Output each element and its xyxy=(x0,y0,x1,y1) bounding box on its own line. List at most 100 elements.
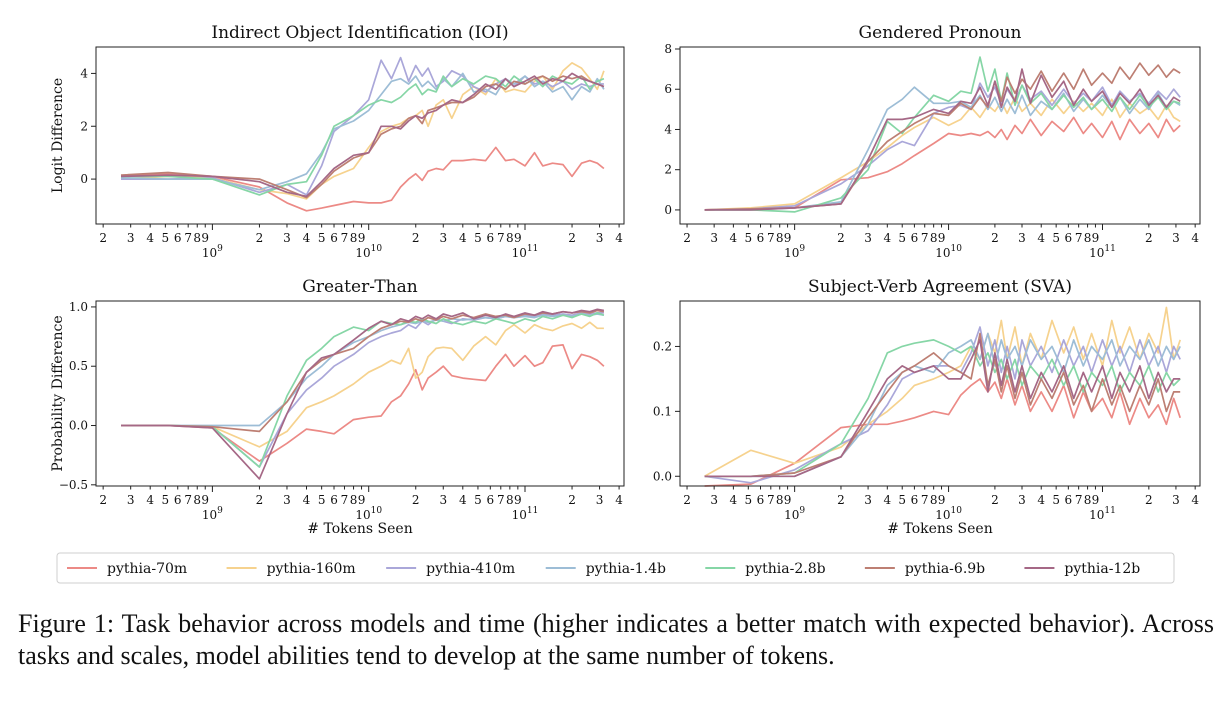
x-minor-tick-label: 7 xyxy=(1075,231,1083,245)
legend-label: pythia-410m xyxy=(426,561,515,577)
panel-title: Greater-Than xyxy=(302,277,417,297)
x-minor-tick-label: 7 xyxy=(767,231,775,245)
x-tick-label: 1011 xyxy=(512,244,539,260)
series-lines xyxy=(704,56,1181,213)
y-tick-label: 2 xyxy=(80,119,88,133)
x-minor-tick-label: 9 xyxy=(784,231,792,245)
x-minor-tick-label: 4 xyxy=(459,493,467,507)
x-minor-tick-label: 8 xyxy=(193,493,201,507)
x-minor-tick-label: 3 xyxy=(1018,493,1026,507)
x-tick-label: 109 xyxy=(784,506,805,522)
series-line-pythia-12b xyxy=(121,308,605,480)
x-minor-tick-label: 2 xyxy=(99,493,107,507)
x-minor-tick-label: 9 xyxy=(514,231,522,245)
x-minor-tick-label: 3 xyxy=(864,493,872,507)
x-minor-tick-label: 7 xyxy=(184,231,192,245)
x-minor-tick-label: 4 xyxy=(303,493,311,507)
panel-ioi: Indirect Object Identification (IOI) 0 2 4 2… xyxy=(50,23,625,260)
x-minor-tick-label: 8 xyxy=(506,231,514,245)
legend-item-pythia-6-9b: pythia-6.9b xyxy=(864,561,985,577)
x-minor-tick-label: 5 xyxy=(1052,493,1060,507)
plot-frame xyxy=(95,300,625,487)
x-minor-tick-label: 4 xyxy=(883,231,891,245)
x-minor-tick-label: 6 xyxy=(330,493,338,507)
x-tick-label: 109 xyxy=(202,506,223,522)
x-minor-tick-label: 2 xyxy=(1145,493,1153,507)
x-tick-label: 1010 xyxy=(935,506,962,522)
panel-title: Gendered Pronoun xyxy=(859,23,1022,43)
x-minor-tick-label: 8 xyxy=(1084,231,1092,245)
x-minor-tick-label: 7 xyxy=(497,493,505,507)
series-line-pythia-1-4b xyxy=(704,86,1181,211)
x-tick-label: 1010 xyxy=(355,506,382,522)
x-minor-tick-label: 3 xyxy=(127,231,135,245)
series-line-pythia-2-8b xyxy=(704,339,1181,478)
x-minor-tick-label: 8 xyxy=(776,231,784,245)
plot-frame xyxy=(95,46,625,225)
x-minor-tick-label: 3 xyxy=(1018,231,1026,245)
x-minor-tick-label: 7 xyxy=(1075,493,1083,507)
x-minor-tick-label: 7 xyxy=(341,493,349,507)
legend-item-pythia-160m: pythia-160m xyxy=(226,561,356,577)
series-line-pythia-2-8b xyxy=(704,56,1181,213)
x-minor-tick-label: 3 xyxy=(1172,231,1180,245)
legend-item-pythia-12b: pythia-12b xyxy=(1024,561,1140,577)
x-axis-label: # Tokens Seen xyxy=(307,521,412,537)
series-line-pythia-6-9b xyxy=(120,75,605,199)
series-line-pythia-70m xyxy=(704,116,1181,211)
legend-label: pythia-12b xyxy=(1064,561,1140,577)
x-minor-tick-label: 4 xyxy=(1037,231,1045,245)
series-line-pythia-2-8b xyxy=(121,75,605,196)
x-minor-tick-label: 6 xyxy=(1065,493,1073,507)
y-tick-label: 0 xyxy=(664,203,672,217)
x-minor-tick-label: 3 xyxy=(596,493,604,507)
x-minor-tick-label: 9 xyxy=(1092,231,1100,245)
x-minor-tick-label: 3 xyxy=(439,493,447,507)
legend: pythia-70m pythia-160m pythia-410m pythia-1… xyxy=(56,552,1175,584)
y-tick-label: 0.0 xyxy=(653,469,672,483)
x-minor-tick-label: 8 xyxy=(350,231,358,245)
x-minor-tick-label: 3 xyxy=(710,493,718,507)
series-line-pythia-6-9b xyxy=(704,62,1181,211)
x-minor-tick-label: 8 xyxy=(193,231,201,245)
x-tick-label: 109 xyxy=(784,244,805,260)
x-minor-tick-label: 2 xyxy=(568,231,576,245)
x-minor-tick-label: 9 xyxy=(1092,493,1100,507)
x-minor-tick-label: 3 xyxy=(710,231,718,245)
x-tick-label: 1010 xyxy=(935,244,962,260)
x-minor-tick-label: 6 xyxy=(757,231,765,245)
x-minor-tick-label: 4 xyxy=(146,231,154,245)
x-minor-tick-label: 6 xyxy=(486,493,494,507)
series-line-pythia-70m xyxy=(704,378,1182,487)
x-minor-tick-label: 4 xyxy=(883,493,891,507)
x-minor-tick-label: 6 xyxy=(911,493,919,507)
x-minor-tick-label: 3 xyxy=(596,231,604,245)
x-minor-tick-label: 5 xyxy=(162,493,170,507)
figure: Indirect Object Identification (IOI)0242… xyxy=(50,23,1201,584)
x-minor-tick-label: 4 xyxy=(1191,493,1199,507)
x-tick-label: 1011 xyxy=(512,506,539,522)
x-minor-tick-label: 4 xyxy=(146,493,154,507)
x-minor-tick-label: 4 xyxy=(730,231,738,245)
series-line-pythia-1-4b xyxy=(704,332,1181,478)
series-line-pythia-12b xyxy=(704,68,1181,211)
legend-item-pythia-410m: pythia-410m xyxy=(386,561,515,577)
y-tick-label: 0.0 xyxy=(69,419,88,433)
x-minor-tick-label: 9 xyxy=(784,493,792,507)
x-minor-tick-label: 6 xyxy=(757,493,765,507)
y-axis-label: Logit Difference xyxy=(50,78,66,193)
x-minor-tick-label: 9 xyxy=(201,493,209,507)
series-lines xyxy=(120,56,605,212)
x-tick-label: 1011 xyxy=(1089,244,1116,260)
x-minor-tick-label: 4 xyxy=(303,231,311,245)
x-minor-tick-label: 2 xyxy=(991,493,999,507)
legend-label: pythia-160m xyxy=(267,561,356,577)
x-minor-tick-label: 4 xyxy=(615,231,623,245)
series-line-pythia-2-8b xyxy=(121,312,605,468)
x-minor-tick-label: 3 xyxy=(1172,493,1180,507)
y-tick-label: 0.2 xyxy=(653,339,672,353)
x-minor-tick-label: 6 xyxy=(911,231,919,245)
x-minor-tick-label: 7 xyxy=(921,231,929,245)
x-minor-tick-label: 8 xyxy=(1084,493,1092,507)
